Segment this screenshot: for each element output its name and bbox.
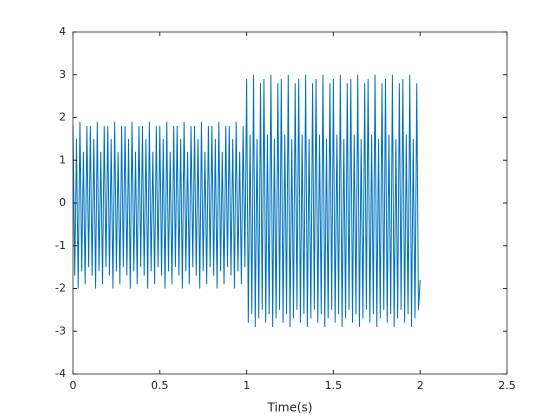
y-tick-label: -4 bbox=[55, 367, 66, 380]
y-tick-label: 1 bbox=[59, 153, 66, 166]
x-tick-label: 1.5 bbox=[325, 379, 343, 392]
x-tick-label: 2.5 bbox=[498, 379, 516, 392]
x-tick-label: 0 bbox=[70, 379, 77, 392]
y-tick-label: -1 bbox=[55, 239, 66, 252]
x-axis-label: Time(s) bbox=[267, 401, 313, 415]
x-tick-label: 1 bbox=[243, 379, 250, 392]
y-tick-label: 3 bbox=[59, 68, 66, 81]
y-tick-label: 2 bbox=[59, 111, 66, 124]
y-tick-label: -3 bbox=[55, 324, 66, 337]
x-tick-label: 2 bbox=[417, 379, 424, 392]
y-tick-label: 4 bbox=[59, 25, 66, 38]
y-tick-label: 0 bbox=[59, 196, 66, 209]
signal-line bbox=[72, 74, 421, 327]
x-tick-label: 0.5 bbox=[151, 379, 169, 392]
y-tick-label: -2 bbox=[55, 282, 66, 295]
